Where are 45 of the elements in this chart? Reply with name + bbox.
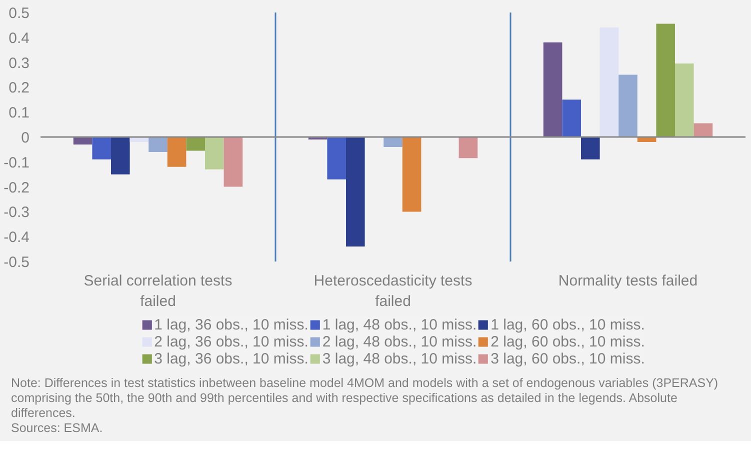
y-tick-label: -0.2 xyxy=(4,179,30,196)
legend-label: 1 lag, 60 obs., 10 miss. xyxy=(490,316,645,333)
bar xyxy=(167,137,186,167)
bar xyxy=(346,137,365,247)
legend-label: 3 lag, 48 obs., 10 miss. xyxy=(322,350,477,367)
bar xyxy=(402,137,422,212)
bar xyxy=(92,137,111,160)
x-tick-label: Serial correlation tests failed xyxy=(84,272,232,310)
bar xyxy=(600,27,619,137)
x-tick-label: Normality tests failed xyxy=(558,272,698,290)
bar xyxy=(675,64,694,137)
x-tick-label: Heteroscedasticity tests failed xyxy=(314,272,472,310)
y-tick-label: -0.5 xyxy=(4,254,30,271)
bar xyxy=(581,137,600,160)
y-tick-label: 0.1 xyxy=(8,104,30,122)
bar xyxy=(562,100,581,137)
y-tick-label: 0.2 xyxy=(8,80,30,97)
y-tick-label: 0.4 xyxy=(8,30,30,47)
y-tick-label: -0.3 xyxy=(4,204,30,222)
legend-label: 1 lag, 36 obs., 10 miss. xyxy=(154,316,308,333)
y-tick-label: 0.3 xyxy=(8,54,30,72)
bar xyxy=(148,137,168,152)
bar xyxy=(224,137,243,187)
bar xyxy=(205,137,224,170)
bar xyxy=(618,74,638,137)
legend-label: 2 lag, 48 obs., 10 miss. xyxy=(322,333,477,350)
bar xyxy=(186,137,205,151)
bar xyxy=(384,137,402,147)
legend-label: 3 lag, 36 obs., 10 miss. xyxy=(154,350,308,367)
legend-label: 2 lag, 60 obs., 10 miss. xyxy=(490,333,645,350)
legend-label: 2 lag, 36 obs., 10 miss. xyxy=(154,333,308,350)
legend-label: 1 lag, 48 obs., 10 miss. xyxy=(322,316,477,333)
source-note: Sources: ESMA. xyxy=(11,421,104,436)
y-tick-label: 0 xyxy=(21,130,30,146)
bar xyxy=(458,137,478,158)
bar xyxy=(543,42,562,137)
bar xyxy=(694,123,713,137)
bar xyxy=(656,24,675,137)
legend-label: 3 lag, 60 obs., 10 miss. xyxy=(490,350,645,367)
bar xyxy=(111,137,130,174)
text: Note: Differences in test statistics inbetween baseline model 4MOM and models with a set of endogenous variables (3PERASY) comprising the 50th, the 90th and 99th percentiles and with respective specifications as detailed in the legends. Absolute differences. xyxy=(11,376,720,421)
y-tick-label: 0.5 xyxy=(8,5,30,22)
y-tick-label: -0.4 xyxy=(4,229,30,246)
y-tick-label: -0.1 xyxy=(4,154,30,172)
bar xyxy=(327,137,346,180)
